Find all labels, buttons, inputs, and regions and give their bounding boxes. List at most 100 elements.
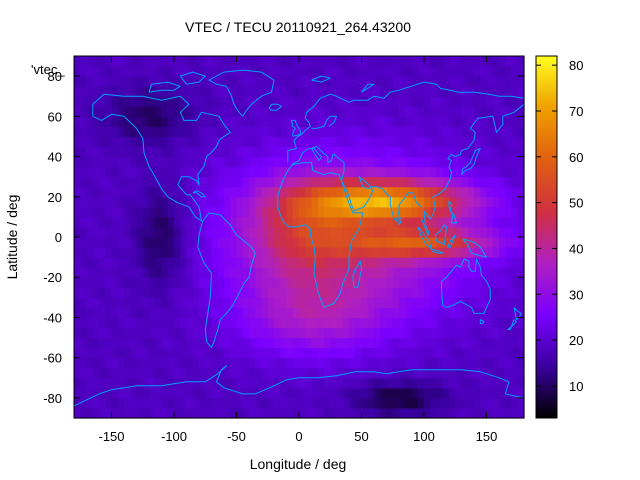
heatmap-cell	[442, 387, 450, 399]
heatmap-cell	[86, 367, 94, 379]
heatmap-cell	[467, 347, 475, 359]
heatmap-cell	[417, 267, 425, 278]
heatmap-cell	[161, 206, 169, 218]
heatmap-cell	[517, 387, 525, 399]
heatmap-cell	[367, 176, 375, 188]
heatmap-cell	[386, 76, 394, 87]
heatmap-cell	[80, 357, 88, 369]
heatmap-cell	[124, 216, 131, 228]
heatmap-cell	[205, 317, 213, 329]
heatmap-cell	[86, 377, 94, 389]
heatmap-cell	[299, 387, 306, 399]
heatmap-cell	[242, 357, 250, 369]
heatmap-cell	[461, 247, 469, 258]
heatmap-cell	[167, 66, 175, 77]
heatmap-cell	[224, 317, 231, 329]
heatmap-cell	[355, 347, 363, 359]
heatmap-cell	[267, 387, 275, 399]
heatmap-cell	[517, 96, 525, 107]
heatmap-cell	[255, 116, 263, 127]
heatmap-cell	[317, 307, 325, 319]
heatmap-cell	[86, 287, 94, 298]
heatmap-cell	[149, 126, 156, 138]
heatmap-cell	[305, 347, 313, 359]
heatmap-cell	[86, 387, 94, 399]
heatmap-cell	[242, 327, 250, 339]
heatmap-cell	[205, 76, 213, 87]
heatmap-cell	[424, 387, 431, 399]
heatmap-cell	[217, 56, 225, 67]
heatmap-cell	[130, 66, 138, 77]
heatmap-cell	[249, 407, 256, 419]
heatmap-cell	[74, 237, 81, 248]
heatmap-cell	[155, 367, 163, 379]
heatmap-cell	[305, 206, 313, 218]
heatmap-cell	[474, 307, 481, 319]
heatmap-cell	[249, 297, 256, 308]
heatmap-cell	[499, 387, 506, 399]
heatmap-cell	[342, 237, 350, 248]
heatmap-cell	[517, 166, 525, 178]
heatmap-cell	[386, 337, 394, 349]
heatmap-cell	[211, 226, 219, 238]
heatmap-cell	[186, 377, 194, 389]
heatmap-cell	[211, 216, 219, 228]
heatmap-cell	[499, 237, 506, 248]
heatmap-cell	[267, 267, 275, 278]
heatmap-cell	[224, 156, 231, 168]
heatmap-cell	[199, 66, 206, 77]
heatmap-cell	[111, 116, 119, 127]
heatmap-cell	[517, 226, 525, 238]
heatmap-cell	[299, 357, 306, 369]
heatmap-cell	[136, 226, 144, 238]
heatmap-cell	[405, 196, 413, 208]
heatmap-cell	[436, 136, 444, 148]
heatmap-cell	[255, 216, 263, 228]
heatmap-cell	[380, 176, 388, 188]
heatmap-cell	[324, 176, 331, 188]
heatmap-cell	[180, 166, 188, 178]
heatmap-cell	[324, 136, 331, 148]
heatmap-cell	[274, 407, 281, 419]
heatmap-cell	[167, 206, 175, 218]
heatmap-cell	[142, 136, 150, 148]
heatmap-cell	[249, 237, 256, 248]
heatmap-cell	[474, 106, 481, 117]
heatmap-cell	[261, 317, 269, 329]
heatmap-cell	[417, 86, 425, 97]
heatmap-cell	[217, 106, 225, 117]
heatmap-cell	[80, 317, 88, 329]
heatmap-cell	[355, 156, 363, 168]
heatmap-cell	[424, 327, 431, 339]
heatmap-cell	[261, 186, 269, 198]
heatmap-cell	[511, 357, 519, 369]
heatmap-cell	[380, 86, 388, 97]
heatmap-cell	[130, 247, 138, 258]
heatmap-cell	[224, 397, 231, 409]
heatmap-cell	[236, 76, 244, 87]
heatmap-cell	[180, 96, 188, 107]
heatmap-cell	[386, 387, 394, 399]
heatmap-cell	[330, 317, 338, 329]
coastline	[448, 200, 457, 224]
heatmap-cell	[255, 237, 263, 248]
heatmap-cell	[255, 196, 263, 208]
heatmap-cell	[205, 186, 213, 198]
heatmap-cell	[442, 106, 450, 117]
heatmap-cell	[86, 347, 94, 359]
heatmap-cell	[155, 126, 163, 138]
heatmap-cell	[405, 216, 413, 228]
heatmap-cell	[242, 297, 250, 308]
heatmap-cell	[280, 307, 288, 319]
heatmap-cell	[361, 397, 369, 409]
heatmap-cell	[374, 407, 381, 419]
heatmap-cell	[80, 257, 88, 268]
heatmap-cell	[517, 407, 525, 419]
heatmap-cell	[330, 176, 338, 188]
heatmap-cell	[336, 267, 344, 278]
heatmap-cell	[511, 136, 519, 148]
heatmap-cell	[386, 307, 394, 319]
heatmap-cell	[311, 126, 319, 138]
heatmap-cell	[299, 367, 306, 379]
heatmap-cell	[86, 196, 94, 208]
